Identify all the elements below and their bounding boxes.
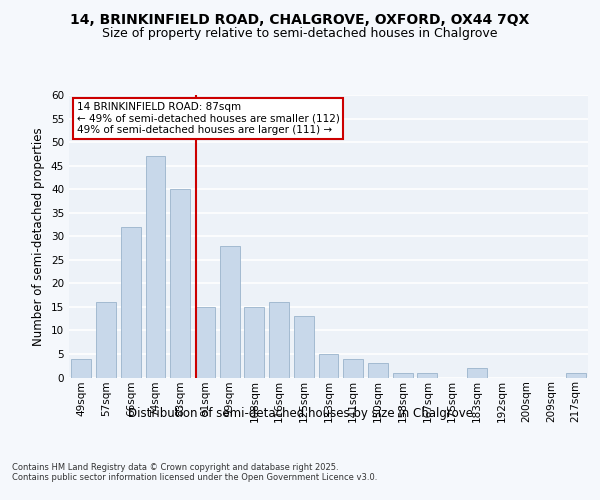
Bar xyxy=(368,364,388,378)
Bar xyxy=(121,227,140,378)
Bar xyxy=(96,302,116,378)
Bar xyxy=(294,316,314,378)
Bar xyxy=(170,189,190,378)
Bar xyxy=(244,307,264,378)
Text: 14 BRINKINFIELD ROAD: 87sqm
← 49% of semi-detached houses are smaller (112)
49% : 14 BRINKINFIELD ROAD: 87sqm ← 49% of sem… xyxy=(77,102,340,136)
Bar xyxy=(195,307,215,378)
Y-axis label: Number of semi-detached properties: Number of semi-detached properties xyxy=(32,127,46,346)
Text: 14, BRINKINFIELD ROAD, CHALGROVE, OXFORD, OX44 7QX: 14, BRINKINFIELD ROAD, CHALGROVE, OXFORD… xyxy=(70,12,530,26)
Bar xyxy=(269,302,289,378)
Text: Distribution of semi-detached houses by size in Chalgrove: Distribution of semi-detached houses by … xyxy=(128,408,473,420)
Bar xyxy=(319,354,338,378)
Bar xyxy=(220,246,239,378)
Bar xyxy=(393,373,413,378)
Bar xyxy=(343,358,363,378)
Bar xyxy=(566,373,586,378)
Bar xyxy=(146,156,166,378)
Bar xyxy=(467,368,487,378)
Text: Contains HM Land Registry data © Crown copyright and database right 2025.
Contai: Contains HM Land Registry data © Crown c… xyxy=(12,462,377,482)
Bar xyxy=(418,373,437,378)
Text: Size of property relative to semi-detached houses in Chalgrove: Size of property relative to semi-detach… xyxy=(102,28,498,40)
Bar xyxy=(71,358,91,378)
